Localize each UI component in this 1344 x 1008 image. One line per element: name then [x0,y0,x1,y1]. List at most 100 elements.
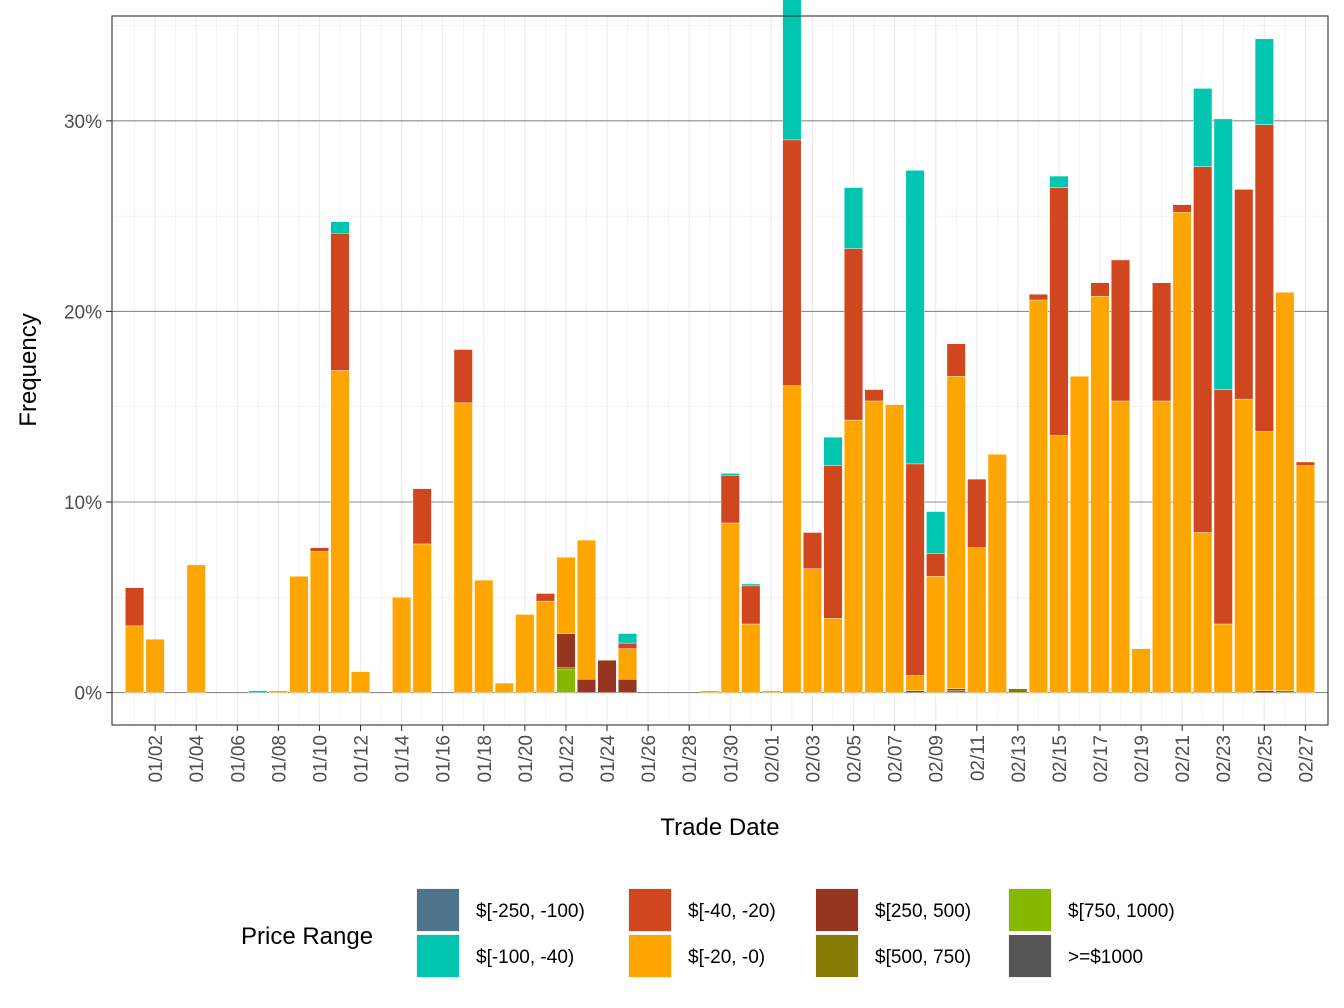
legend-label: $[-250, -100) [476,901,585,922]
bar-segment [967,478,987,548]
legend-swatch [816,935,858,977]
bar-segment [926,511,946,554]
bar-segment [412,488,432,545]
bar-segment [782,385,802,693]
x-tick-label: 01/06 [228,735,249,783]
bar-segment [802,532,822,569]
x-tick-label: 01/08 [269,735,290,783]
bar-segment [330,370,350,693]
bar-segment [289,576,309,693]
bar-segment [905,463,925,676]
bar-segment [905,170,925,465]
x-tick-label: 02/03 [803,735,824,783]
bar-segment [125,625,145,693]
bar-segment [145,639,165,693]
x-tick-label: 02/25 [1255,735,1276,783]
x-tick-label: 02/23 [1214,735,1235,783]
x-tick-label: 02/13 [1009,735,1030,783]
bar-segment [1152,400,1172,693]
bar-segment [494,682,514,693]
bar-segment [351,671,370,693]
bar-segment [597,660,617,693]
bar-segment [1070,376,1089,693]
bar-segment [967,547,987,693]
bar-segment [720,522,740,693]
bar-segment [1275,292,1295,691]
bar-segment [864,389,884,402]
bar-segment [905,690,925,693]
bar-segment [782,0,802,141]
x-tick-label: 02/07 [886,735,907,783]
legend: Price Range $[-250, -100) $[-100, -40) $[-… [241,888,1175,978]
bar-segment [1049,435,1069,693]
bar-segment [1213,389,1233,625]
y-tick-label: 20% [64,302,102,323]
bar-segment [556,667,576,670]
bar-segment [474,579,494,693]
bar-segment [618,633,638,644]
x-tick-label: 01/22 [557,735,578,783]
bar-segment [946,688,966,691]
bar-segment [412,543,432,693]
bar-segment [1193,88,1213,167]
x-tick-label: 01/18 [475,735,496,783]
bar-segment [1090,295,1110,693]
bar-segment [761,690,781,693]
x-tick-label: 01/02 [146,735,167,783]
bar-segment [618,648,638,680]
y-axis-title: Frequency [15,313,42,426]
bar-segment [946,343,966,377]
x-tick-label: 02/09 [927,735,948,783]
x-axis: 01/02 01/04 01/06 01/08 01/10 01/12 01/14 01/16… [146,725,1317,783]
x-axis-title: Trade Date [660,814,779,841]
x-tick-label: 01/24 [598,735,619,783]
legend-title: Price Range [241,923,373,950]
bar-segment [700,690,720,693]
bars [125,0,1315,693]
legend-swatch [629,889,671,931]
bar-segment [905,675,925,691]
bar-segment [885,404,905,693]
bar-segment [330,233,350,371]
x-tick-label: 02/01 [762,735,783,783]
legend-swatch [816,889,858,931]
bar-segment [1172,204,1192,213]
bar-segment [1131,648,1151,693]
bar-segment [1172,212,1192,693]
bar-segment [741,623,761,693]
bar-segment [577,679,596,693]
x-tick-label: 01/30 [721,735,742,783]
legend-swatch [629,935,671,977]
bar-segment [720,473,740,476]
bar-segment [1295,465,1315,693]
bar-segment [1008,688,1028,693]
bar-segment [1193,166,1213,533]
bar-segment [823,618,843,693]
y-tick-label: 10% [64,493,102,514]
x-tick-label: 02/19 [1132,735,1153,783]
legend-label: $[500, 750) [875,947,971,968]
bar-segment [248,690,268,693]
bar-segment [926,553,946,577]
bar-segment [556,669,576,693]
x-tick-label: 01/26 [639,735,660,783]
bar-segment [987,454,1007,693]
x-tick-label: 01/28 [680,735,701,783]
bar-segment [618,679,638,693]
y-tick-label: 0% [75,684,103,705]
bar-segment [946,376,966,689]
x-tick-label: 02/17 [1091,735,1112,783]
bar-segment [741,585,761,625]
bar-segment [1234,398,1254,693]
bar-segment [268,690,288,693]
bar-segment [310,547,329,552]
bar-segment [1193,532,1213,693]
bar-segment [577,539,596,680]
bar-segment [330,221,350,234]
legend-swatch [417,935,459,977]
x-tick-label: 02/21 [1173,735,1194,783]
legend-label: $[250, 500) [875,901,971,922]
legend-label: $[-20, -0) [688,947,765,968]
bar-segment [310,551,329,693]
